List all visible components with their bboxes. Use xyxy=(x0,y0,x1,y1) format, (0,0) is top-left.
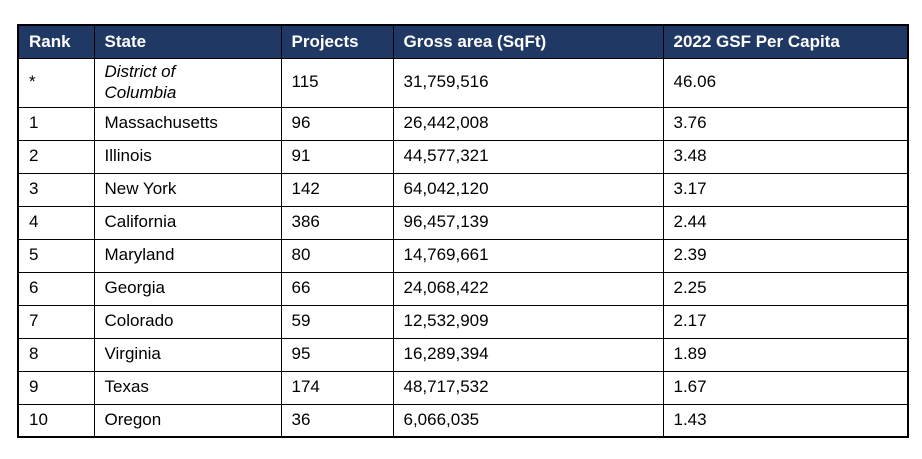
table-row: 7 Colorado 59 12,532,909 2.17 xyxy=(17,304,909,339)
cell-per-capita: 1.67 xyxy=(662,370,909,405)
cell-gross-area: 96,457,139 xyxy=(392,205,664,240)
cell-rank: 1 xyxy=(17,106,95,141)
cell-rank: 5 xyxy=(17,238,95,273)
column-header-projects: Projects xyxy=(280,24,394,59)
cell-rank: 3 xyxy=(17,172,95,207)
cell-per-capita: 2.44 xyxy=(662,205,909,240)
column-header-gross-area: Gross area (SqFt) xyxy=(392,24,664,59)
gsf-per-capita-table: Rank State Projects Gross area (SqFt) 20… xyxy=(17,24,909,438)
table-row: 1 Massachusetts 96 26,442,008 3.76 xyxy=(17,106,909,141)
column-header-rank: Rank xyxy=(17,24,95,59)
cell-gross-area: 24,068,422 xyxy=(392,271,664,306)
table-row: 2 Illinois 91 44,577,321 3.48 xyxy=(17,139,909,174)
cell-projects: 142 xyxy=(280,172,394,207)
cell-rank: 2 xyxy=(17,139,95,174)
cell-projects: 80 xyxy=(280,238,394,273)
cell-rank: 4 xyxy=(17,205,95,240)
cell-state: California xyxy=(93,205,282,240)
cell-per-capita: 3.76 xyxy=(662,106,909,141)
table-row: 4 California 386 96,457,139 2.44 xyxy=(17,205,909,240)
cell-state: Texas xyxy=(93,370,282,405)
cell-projects: 91 xyxy=(280,139,394,174)
cell-projects: 174 xyxy=(280,370,394,405)
cell-per-capita: 3.17 xyxy=(662,172,909,207)
cell-per-capita: 2.17 xyxy=(662,304,909,339)
cell-state: Georgia xyxy=(93,271,282,306)
cell-gross-area: 6,066,035 xyxy=(392,403,664,438)
cell-rank: * xyxy=(17,57,95,108)
cell-projects: 36 xyxy=(280,403,394,438)
cell-rank: 7 xyxy=(17,304,95,339)
cell-gross-area: 44,577,321 xyxy=(392,139,664,174)
cell-projects: 66 xyxy=(280,271,394,306)
cell-state: Oregon xyxy=(93,403,282,438)
cell-projects: 59 xyxy=(280,304,394,339)
table-header: Rank State Projects Gross area (SqFt) 20… xyxy=(17,24,909,59)
cell-state: New York xyxy=(93,172,282,207)
cell-gross-area: 26,442,008 xyxy=(392,106,664,141)
table-row: 5 Maryland 80 14,769,661 2.39 xyxy=(17,238,909,273)
cell-gross-area: 31,759,516 xyxy=(392,57,664,108)
dc-state-label: District of Columbia xyxy=(104,61,177,102)
cell-gross-area: 64,042,120 xyxy=(392,172,664,207)
table-row: * District of Columbia 115 31,759,516 46… xyxy=(17,57,909,108)
table-row: 8 Virginia 95 16,289,394 1.89 xyxy=(17,337,909,372)
cell-per-capita: 1.43 xyxy=(662,403,909,438)
cell-state: Illinois xyxy=(93,139,282,174)
column-header-per-capita: 2022 GSF Per Capita xyxy=(662,24,909,59)
cell-per-capita: 1.89 xyxy=(662,337,909,372)
cell-per-capita: 2.39 xyxy=(662,238,909,273)
cell-rank: 9 xyxy=(17,370,95,405)
header-row: Rank State Projects Gross area (SqFt) 20… xyxy=(17,24,909,59)
cell-gross-area: 14,769,661 xyxy=(392,238,664,273)
table-row: 6 Georgia 66 24,068,422 2.25 xyxy=(17,271,909,306)
cell-gross-area: 16,289,394 xyxy=(392,337,664,372)
cell-state: Virginia xyxy=(93,337,282,372)
cell-state: Massachusetts xyxy=(93,106,282,141)
cell-projects: 115 xyxy=(280,57,394,108)
cell-projects: 386 xyxy=(280,205,394,240)
table-row: 10 Oregon 36 6,066,035 1.43 xyxy=(17,403,909,438)
cell-projects: 96 xyxy=(280,106,394,141)
cell-rank: 10 xyxy=(17,403,95,438)
cell-gross-area: 48,717,532 xyxy=(392,370,664,405)
cell-rank: 6 xyxy=(17,271,95,306)
cell-per-capita: 3.48 xyxy=(662,139,909,174)
table-row: 3 New York 142 64,042,120 3.17 xyxy=(17,172,909,207)
cell-gross-area: 12,532,909 xyxy=(392,304,664,339)
cell-per-capita: 2.25 xyxy=(662,271,909,306)
table-body: * District of Columbia 115 31,759,516 46… xyxy=(17,57,909,438)
cell-state: Colorado xyxy=(93,304,282,339)
cell-per-capita: 46.06 xyxy=(662,57,909,108)
cell-state: Maryland xyxy=(93,238,282,273)
table-row: 9 Texas 174 48,717,532 1.67 xyxy=(17,370,909,405)
column-header-state: State xyxy=(93,24,282,59)
cell-projects: 95 xyxy=(280,337,394,372)
cell-rank: 8 xyxy=(17,337,95,372)
cell-state: District of Columbia xyxy=(93,57,282,108)
